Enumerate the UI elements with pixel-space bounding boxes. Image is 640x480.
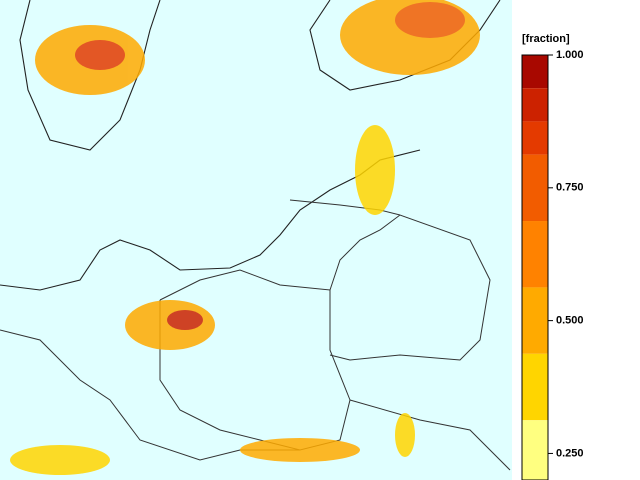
color-band [522, 88, 548, 122]
tick-label: 1.000 [556, 49, 584, 61]
color-band [522, 121, 548, 155]
border [349, 399, 511, 471]
tick-label: 0.500 [556, 315, 584, 327]
precipitation-field [10, 0, 480, 475]
color-band [522, 221, 548, 288]
color-band [522, 420, 548, 480]
tick-label: 0.250 [556, 447, 584, 459]
coastline [19, 0, 161, 151]
color-band [522, 287, 548, 354]
tick-label: 0.750 [556, 182, 584, 194]
border [0, 329, 300, 461]
coastline [0, 149, 421, 291]
border [159, 214, 491, 361]
field-area [395, 2, 465, 38]
color-band [522, 55, 548, 89]
field-area [75, 40, 125, 70]
colorbar-frame [521, 54, 549, 480]
field-area [395, 413, 415, 457]
field-area [167, 310, 203, 330]
border [289, 199, 401, 216]
color-band [522, 154, 548, 222]
field-area [355, 125, 395, 215]
field-area [10, 445, 110, 475]
map-features [0, 0, 511, 471]
field-area [240, 438, 360, 462]
legend-unit: [fraction] [522, 33, 570, 45]
color-band [522, 353, 548, 421]
